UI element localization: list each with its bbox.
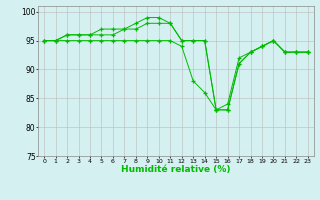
- X-axis label: Humidité relative (%): Humidité relative (%): [121, 165, 231, 174]
